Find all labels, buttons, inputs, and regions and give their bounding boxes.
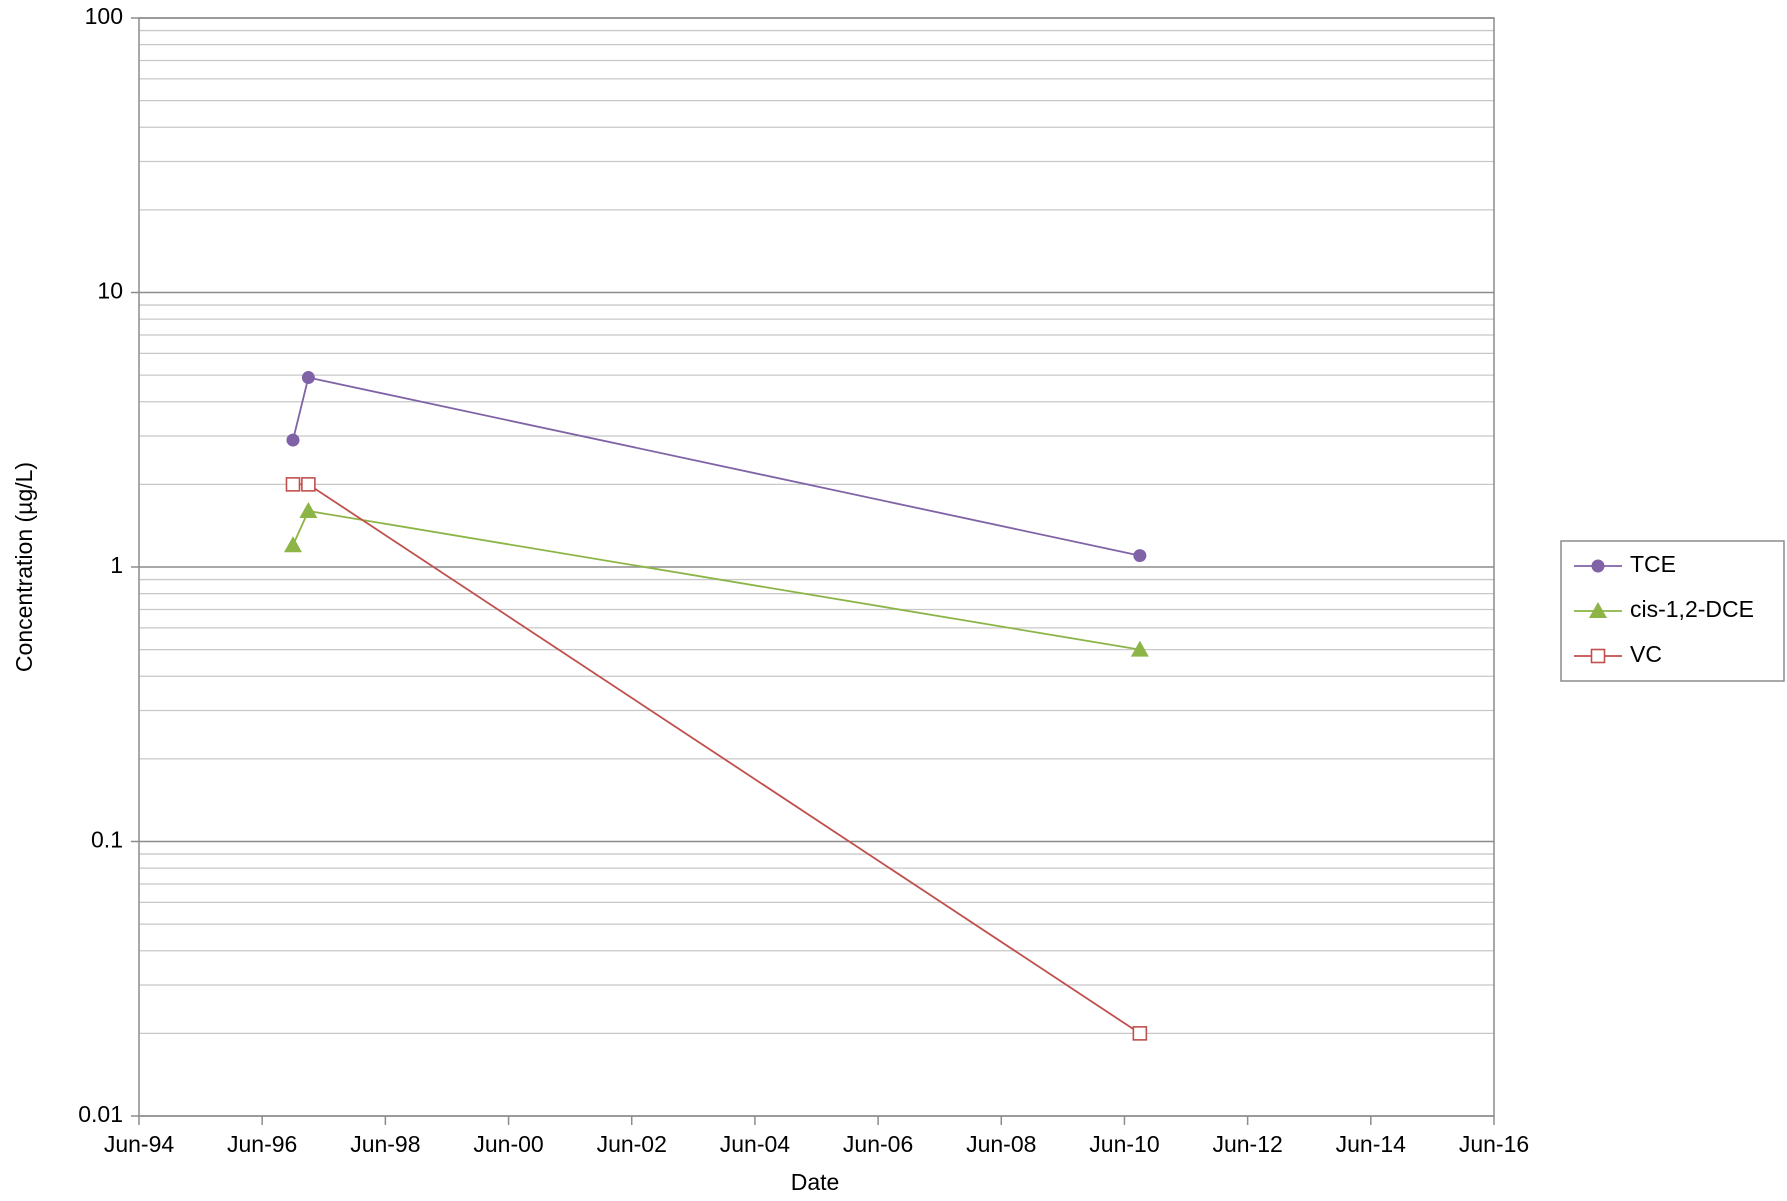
x-tick-label: Jun-16	[1459, 1131, 1529, 1157]
x-tick-label: Jun-98	[350, 1131, 420, 1157]
data-point	[301, 371, 315, 385]
y-tick-label: 10	[97, 278, 123, 304]
data-point	[283, 536, 302, 553]
data-point	[299, 501, 318, 518]
y-axis-label: Concentration (µg/L)	[11, 462, 37, 672]
y-tick-label: 1	[110, 552, 123, 578]
x-tick-label: Jun-96	[227, 1131, 297, 1157]
x-tick-label: Jun-14	[1336, 1131, 1407, 1157]
plot-frame	[138, 17, 1495, 1117]
y-tick-label: 0.01	[78, 1101, 123, 1127]
x-tick-label: Jun-10	[1089, 1131, 1159, 1157]
data-point	[1130, 640, 1149, 657]
y-tick-label: 100	[85, 3, 123, 29]
x-tick-label: Jun-08	[966, 1131, 1036, 1157]
legend-marker	[1589, 602, 1607, 618]
legend-marker	[1590, 648, 1606, 664]
x-tick-label: Jun-04	[720, 1131, 791, 1157]
data-point	[1133, 549, 1147, 563]
series-line	[292, 509, 1141, 651]
legend-label: TCE	[1630, 551, 1676, 577]
x-tick-label: Jun-94	[104, 1131, 175, 1157]
legend-label: VC	[1630, 641, 1662, 667]
x-tick-label: Jun-00	[473, 1131, 543, 1157]
y-tick-label: 0.1	[91, 827, 123, 853]
x-axis-label: Date	[791, 1169, 840, 1195]
data-point	[285, 477, 301, 492]
x-tick-label: Jun-12	[1212, 1131, 1282, 1157]
x-tick-label: Jun-06	[843, 1131, 913, 1157]
data-point	[301, 477, 316, 492]
x-tick-label: Jun-02	[597, 1131, 667, 1157]
legend-label: cis-1,2-DCE	[1630, 596, 1754, 622]
data-point	[1132, 1026, 1148, 1041]
data-point	[286, 433, 300, 447]
legend-marker	[1591, 559, 1605, 573]
